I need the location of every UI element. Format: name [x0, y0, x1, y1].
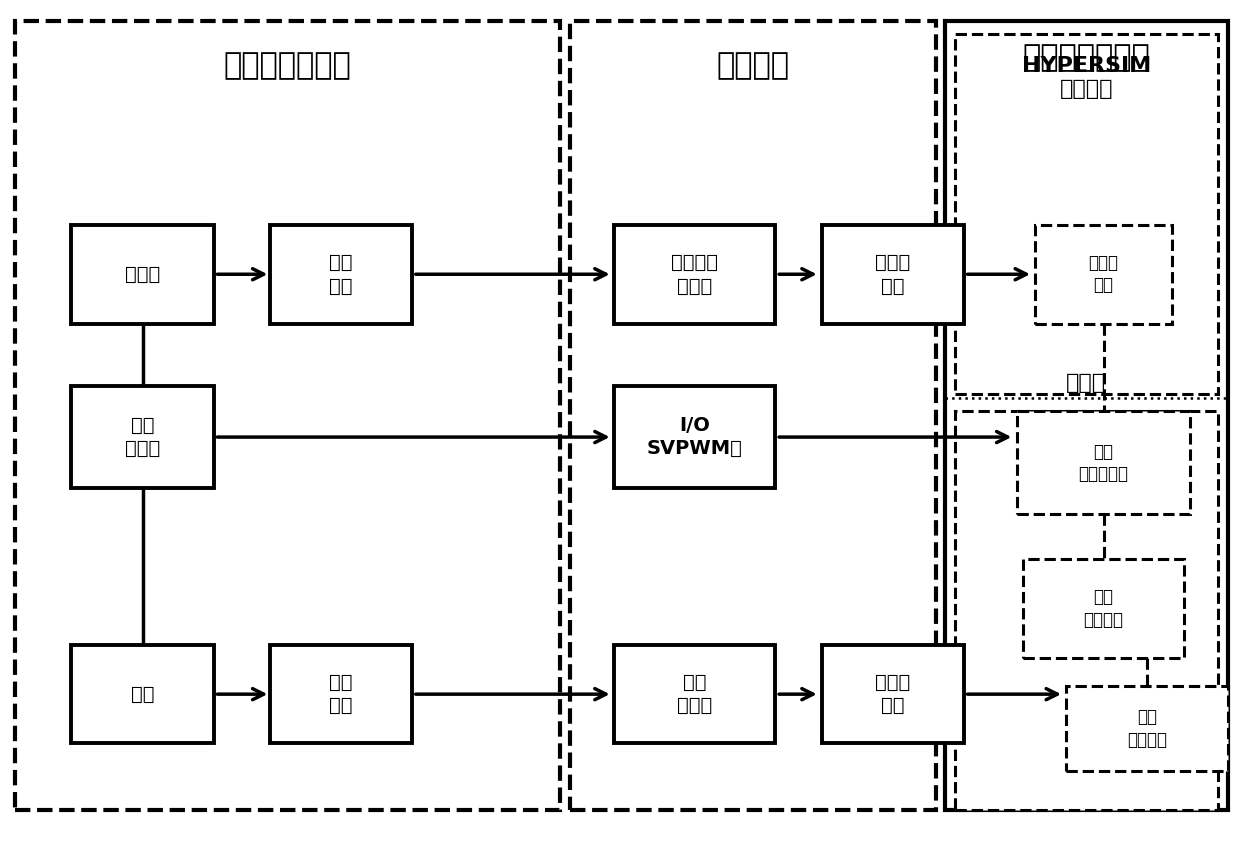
Bar — [1066, 686, 1228, 771]
Text: 光伏
变流器模型: 光伏 变流器模型 — [1079, 443, 1128, 482]
Bar — [15, 21, 560, 810]
Bar — [1035, 225, 1172, 323]
Text: 光伏
数学模型: 光伏 数学模型 — [1084, 589, 1123, 628]
Text: 测控
保护: 测控 保护 — [330, 673, 352, 716]
Bar — [71, 644, 215, 743]
Bar — [270, 225, 413, 323]
Text: 测控
保护: 测控 保护 — [330, 253, 352, 296]
Bar — [945, 21, 1228, 810]
Text: HYPERSIM
仿真系统: HYPERSIM 仿真系统 — [1022, 56, 1151, 99]
Text: I/O
SVPWM波: I/O SVPWM波 — [646, 416, 743, 458]
Text: 通信机: 通信机 — [1066, 374, 1106, 393]
Bar — [614, 644, 775, 743]
Text: 功率放
大器: 功率放 大器 — [875, 253, 910, 296]
Bar — [570, 21, 936, 810]
Bar — [614, 225, 775, 323]
Bar — [821, 225, 965, 323]
Text: 功率放
大器: 功率放 大器 — [875, 673, 910, 716]
Text: 配电网
模型: 配电网 模型 — [1089, 255, 1118, 294]
Text: eMEGAsim
仿真系统: eMEGAsim 仿真系统 — [1021, 433, 1152, 476]
Text: 光伏
变流器: 光伏 变流器 — [125, 416, 160, 458]
Bar — [71, 386, 215, 488]
Bar — [955, 34, 1218, 394]
Text: 通信系统: 通信系统 — [717, 51, 790, 81]
Bar — [1023, 560, 1184, 658]
Text: 光伏: 光伏 — [131, 685, 154, 704]
Text: 配电网: 配电网 — [125, 265, 160, 284]
Bar — [614, 386, 775, 488]
Text: 电压电流
模拟量: 电压电流 模拟量 — [671, 253, 718, 296]
Bar — [955, 411, 1218, 810]
Text: 电流
模拟量: 电流 模拟量 — [677, 673, 712, 716]
Text: 物理微电网系统: 物理微电网系统 — [223, 51, 352, 81]
Bar — [1017, 411, 1190, 514]
Text: 仿真微电网系统: 仿真微电网系统 — [1022, 43, 1151, 72]
Bar — [270, 644, 413, 743]
Bar — [71, 225, 215, 323]
Bar — [821, 644, 965, 743]
Text: 光伏
受控模型: 光伏 受控模型 — [1127, 709, 1167, 748]
